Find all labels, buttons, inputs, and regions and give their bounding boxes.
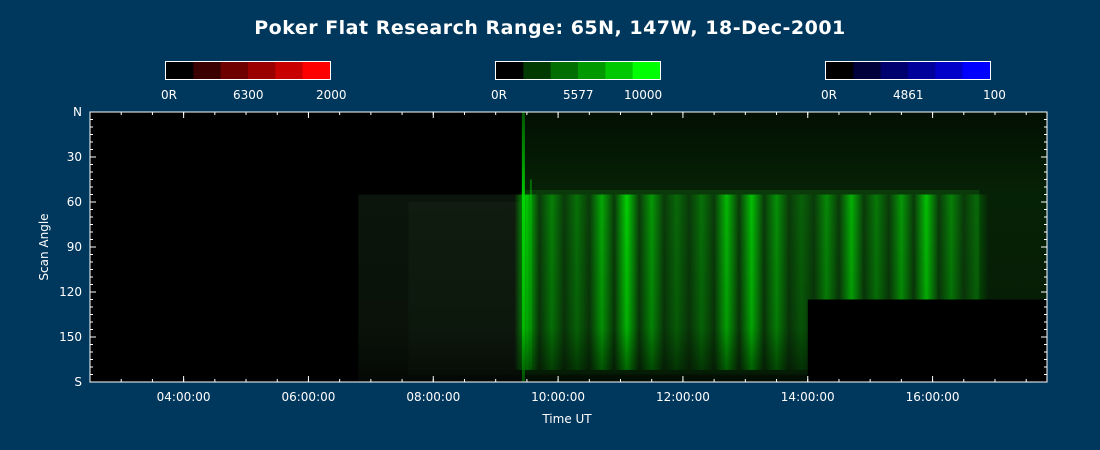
colorbar-4861-max: 100 <box>983 88 1006 102</box>
y-tick-label: 60 <box>67 195 82 209</box>
colorbar-frame <box>165 61 331 80</box>
colorbar-swatch <box>880 62 909 79</box>
y-tick-label: N <box>73 105 82 119</box>
colorbar-6300 <box>165 61 331 80</box>
colorbar-swatch <box>193 62 222 79</box>
x-tick-label: 16:00:00 <box>906 390 960 404</box>
y-axis: N 30 60 90 120 150 S <box>59 105 1047 389</box>
colorbar-swatch <box>632 62 661 79</box>
y-tick-label: 150 <box>59 330 82 344</box>
x-tick-label: 10:00:00 <box>531 390 585 404</box>
colorbar-frame <box>495 61 661 80</box>
colorbar-swatch <box>523 62 552 79</box>
x-tick-label: 14:00:00 <box>781 390 835 404</box>
x-tick-label: 04:00:00 <box>157 390 211 404</box>
colorbar-5577-max: 10000 <box>624 88 663 102</box>
colorbar-4861-swatches <box>825 61 991 80</box>
colorbar-swatch <box>935 62 964 79</box>
colorbar-6300-min: 0R <box>161 88 177 102</box>
colorbar-swatch <box>275 62 304 79</box>
colorbar-5577-name: 5577 <box>563 88 594 102</box>
colorbar-5577-swatches <box>495 61 661 80</box>
colorbar-swatch <box>496 62 524 79</box>
colorbar-5577 <box>495 61 661 80</box>
dark-region <box>807 299 1047 382</box>
colorbar-swatch <box>826 62 854 79</box>
colorbar-swatch <box>166 62 194 79</box>
y-tick-label: S <box>74 375 82 389</box>
x-tick-label: 06:00:00 <box>281 390 335 404</box>
x-tick-label: 08:00:00 <box>406 390 460 404</box>
y-tick-label: 90 <box>67 240 82 254</box>
y-axis-title: Scan Angle <box>37 213 51 280</box>
colorbar-swatch <box>853 62 882 79</box>
x-tick-label: 12:00:00 <box>656 390 710 404</box>
y-tick-label: 120 <box>59 285 82 299</box>
colorbar-swatch <box>908 62 936 79</box>
colorbar-frame <box>825 61 991 80</box>
colorbar-swatch <box>302 62 331 79</box>
x-axis: 04:00:00 06:00:00 08:00:00 10:00:00 12:00:00… <box>120 112 1027 404</box>
colorbar-swatch <box>248 62 276 79</box>
colorbar-4861 <box>825 61 991 80</box>
colorbar-swatch <box>962 62 991 79</box>
colorbar-6300-max: 2000 <box>316 88 347 102</box>
colorbar-swatch <box>605 62 634 79</box>
colorbar-4861-min: 0R <box>821 88 837 102</box>
colorbar-6300-swatches <box>165 61 331 80</box>
colorbar-5577-min: 0R <box>491 88 507 102</box>
colorbar-swatch <box>550 62 579 79</box>
y-tick-label: 30 <box>67 150 82 164</box>
colorbar-6300-name: 6300 <box>233 88 264 102</box>
colorbar-swatch <box>578 62 606 79</box>
chart-title: Poker Flat Research Range: 65N, 147W, 18… <box>254 17 846 39</box>
colorbar-swatch <box>220 62 249 79</box>
x-axis-title: Time UT <box>541 412 592 426</box>
colorbar-4861-name: 4861 <box>893 88 924 102</box>
